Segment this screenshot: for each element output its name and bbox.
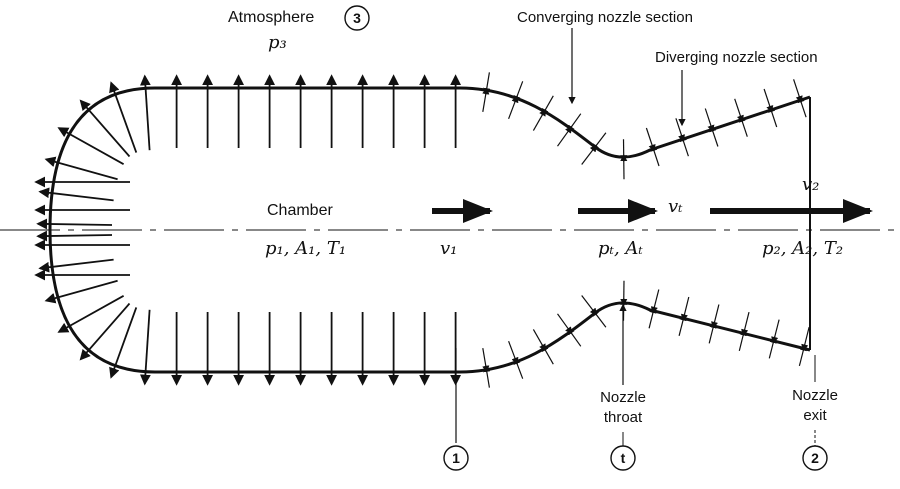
nozzle-throat-line1: Nozzle	[593, 390, 653, 405]
upper-pressure-arrow	[582, 145, 597, 164]
upper-pressure-arrow	[59, 128, 124, 164]
nozzle-exit-line2: exit	[785, 408, 845, 423]
lower-pressure-arrow	[713, 305, 719, 328]
station-t-label: t	[611, 446, 635, 470]
nozzle-exit-line1: Nozzle	[785, 388, 845, 403]
upper-pressure-arrow	[483, 88, 487, 112]
lower-pressure-arrow	[803, 327, 809, 350]
station-1-label: 1	[444, 446, 468, 470]
chamber-label: Chamber	[267, 203, 333, 219]
v2-label: v₂	[802, 176, 819, 194]
lower-pressure-arrow	[582, 296, 597, 315]
upper-pressure-arrow	[735, 99, 743, 122]
atmosphere-label: Atmosphere	[228, 10, 314, 26]
lower-pressure-arrow	[59, 296, 124, 332]
lower-pressure-arrow	[558, 314, 572, 334]
lower-pressure-arrow	[533, 329, 545, 350]
lower-pressure-arrow	[81, 304, 130, 360]
upper-pressure-arrow	[533, 110, 545, 131]
nozzle-throat-line2: throat	[593, 410, 653, 425]
upper-wall	[50, 88, 810, 230]
lower-pressure-arrow	[483, 348, 487, 372]
upper-pressure-arrow	[764, 89, 772, 112]
chamber-properties: p₁, A₁, T₁	[265, 240, 346, 258]
lower-pressure-arrow	[773, 320, 779, 343]
v1-label: v₁	[440, 240, 457, 258]
leader-lines	[456, 28, 815, 446]
station-2-label: 2	[803, 446, 827, 470]
upper-pressure-arrow	[558, 127, 572, 147]
lower-pressure-arrow	[509, 341, 517, 364]
upper-pressure-arrow	[111, 83, 136, 153]
throat-properties: pₜ, Aₜ	[598, 240, 643, 258]
station-3-label: 3	[345, 6, 369, 30]
upper-pressure-arrow	[509, 96, 517, 119]
lower-pressure-arrow	[111, 307, 136, 377]
diverging-section-label: Diverging nozzle section	[655, 50, 818, 65]
upper-pressure-arrow	[38, 224, 112, 225]
lower-pressure-arrow	[683, 297, 689, 320]
vt-label: vₜ	[668, 198, 683, 216]
lower-pressure-arrow	[653, 290, 659, 313]
p3-label: p₃	[268, 34, 287, 52]
upper-pressure-arrow	[794, 79, 802, 102]
lower-pressure-arrow	[38, 235, 112, 236]
upper-pressure-arrow	[81, 101, 130, 157]
upper-pressure-arrow	[705, 109, 713, 132]
exit-properties: p₂, A₂, T₂	[762, 240, 843, 258]
upper-pressure-arrow	[646, 128, 654, 151]
lower-pressure-arrow	[743, 312, 749, 335]
converging-section-label: Converging nozzle section	[517, 10, 693, 25]
lower-wall	[50, 230, 810, 372]
